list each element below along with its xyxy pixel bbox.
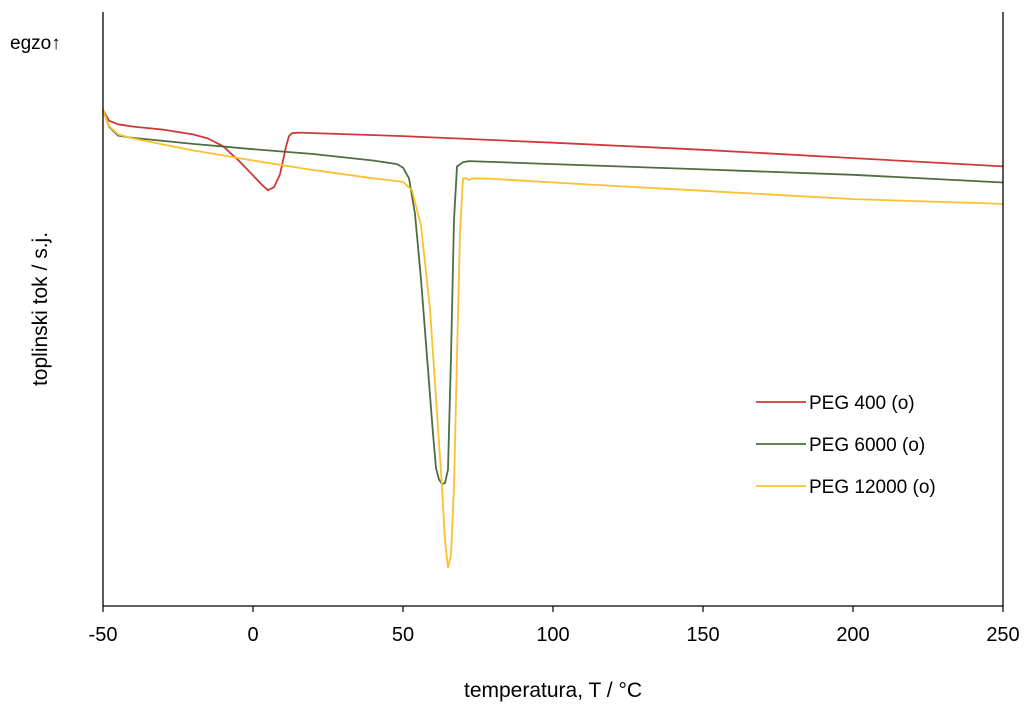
x-tick-label: -50 (89, 624, 118, 646)
x-tick-label: 50 (392, 624, 414, 646)
legend-label: PEG 6000 (o) (809, 435, 925, 456)
y-axis-title: toplinski tok / s.j. (29, 232, 52, 386)
x-tick-label: 0 (247, 624, 258, 646)
x-tick-label: 100 (536, 624, 569, 646)
x-axis-title: temperatura, T / °C (464, 679, 642, 702)
x-tick-label: 250 (986, 624, 1019, 646)
series-line-3 (102, 109, 1004, 569)
axes-layer (102, 12, 1004, 607)
series-layer (102, 109, 1004, 569)
series-line-1 (102, 109, 1004, 192)
x-ticks: -50 0 50 100 150 200 250 (89, 606, 1020, 646)
x-tick-label: 150 (686, 624, 719, 646)
legend: PEG 400 (o) PEG 6000 (o) PEG 12000 (o) (756, 393, 936, 498)
legend-label: PEG 400 (o) (809, 393, 915, 414)
series-line-2 (102, 109, 1004, 486)
x-tick-label: 200 (836, 624, 869, 646)
exo-direction-label: egzo↑ (10, 33, 61, 54)
legend-label: PEG 12000 (o) (809, 477, 936, 498)
